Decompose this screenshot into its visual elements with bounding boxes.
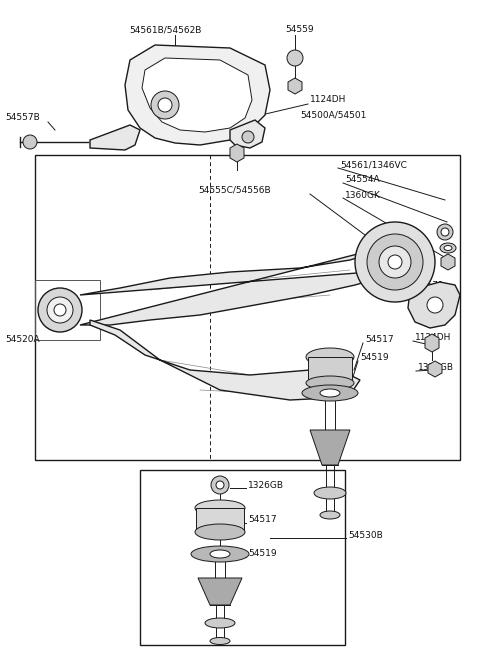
Text: 54571: 54571 (415, 281, 444, 290)
Text: 1326GB: 1326GB (418, 363, 454, 373)
Polygon shape (142, 58, 252, 132)
Ellipse shape (210, 637, 230, 645)
Text: 54554A: 54554A (345, 175, 380, 185)
Circle shape (441, 228, 449, 236)
Circle shape (47, 297, 73, 323)
Bar (308, 357, 352, 383)
Circle shape (388, 255, 402, 269)
Ellipse shape (210, 550, 230, 558)
Polygon shape (90, 125, 140, 150)
Circle shape (427, 297, 443, 313)
Ellipse shape (306, 348, 354, 366)
Text: 54519: 54519 (248, 549, 276, 558)
Text: 54500A/54501: 54500A/54501 (300, 110, 366, 120)
Ellipse shape (195, 500, 245, 516)
Text: 1124DH: 1124DH (310, 95, 347, 104)
Polygon shape (441, 254, 455, 270)
Ellipse shape (195, 524, 245, 540)
Polygon shape (425, 334, 439, 352)
Text: 54555C/54556B: 54555C/54556B (199, 185, 271, 194)
Bar (35, 280, 100, 340)
Circle shape (38, 288, 82, 332)
Circle shape (23, 135, 37, 149)
Polygon shape (428, 361, 442, 377)
Circle shape (158, 98, 172, 112)
Circle shape (437, 224, 453, 240)
Circle shape (355, 222, 435, 302)
Ellipse shape (306, 376, 354, 390)
Polygon shape (230, 120, 265, 148)
Circle shape (242, 131, 254, 143)
Text: 54517: 54517 (365, 336, 394, 344)
Ellipse shape (191, 546, 249, 562)
Bar (140, 470, 345, 645)
Text: 54559: 54559 (286, 26, 314, 35)
Ellipse shape (205, 618, 235, 628)
Text: 54561/1346VC: 54561/1346VC (340, 160, 407, 170)
Polygon shape (80, 238, 420, 325)
Text: 54519: 54519 (360, 353, 389, 363)
Ellipse shape (444, 246, 452, 250)
Polygon shape (230, 144, 244, 162)
Text: 54561B/54562B: 54561B/54562B (129, 26, 201, 35)
Circle shape (216, 481, 224, 489)
Circle shape (379, 246, 411, 278)
Ellipse shape (302, 385, 358, 401)
Ellipse shape (440, 243, 456, 253)
Bar (196, 508, 244, 532)
Polygon shape (408, 282, 460, 328)
Text: 1124DH: 1124DH (415, 334, 451, 342)
Ellipse shape (314, 487, 346, 499)
Text: 54520A: 54520A (5, 336, 40, 344)
Bar (35, 155, 460, 460)
Circle shape (211, 476, 229, 494)
Text: 1326GB: 1326GB (248, 480, 284, 489)
Text: 1360GK: 1360GK (345, 191, 381, 200)
Circle shape (151, 91, 179, 119)
Circle shape (54, 304, 66, 316)
Polygon shape (198, 578, 242, 605)
Polygon shape (288, 78, 302, 94)
Text: 54557B: 54557B (5, 114, 40, 122)
Ellipse shape (320, 389, 340, 397)
Circle shape (287, 50, 303, 66)
Circle shape (367, 234, 423, 290)
Ellipse shape (320, 511, 340, 519)
Polygon shape (310, 430, 350, 465)
Text: 54517: 54517 (248, 516, 276, 524)
Polygon shape (125, 45, 270, 145)
Polygon shape (90, 320, 360, 400)
Text: 54530B: 54530B (348, 530, 383, 539)
